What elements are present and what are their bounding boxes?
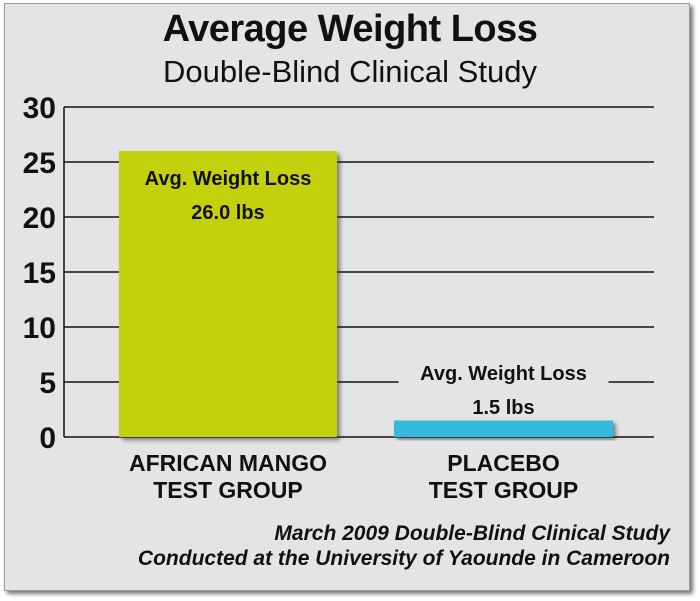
y-tick-label: 0 (39, 422, 56, 455)
data-label: 1.5 lbs (472, 397, 534, 419)
bar (394, 420, 613, 437)
data-label: 26.0 lbs (191, 202, 264, 224)
y-tick-label: 10 (23, 312, 56, 345)
data-label: Avg. Weight Loss (145, 168, 312, 190)
x-tick-label: AFRICAN MANGO (129, 450, 327, 476)
x-tick-label: PLACEBO (447, 450, 559, 476)
footnote-line-2: Conducted at the University of Yaounde i… (137, 547, 670, 570)
label-background (398, 357, 609, 417)
bar (119, 151, 337, 437)
x-tick-label: TEST GROUP (153, 477, 303, 503)
y-tick-label: 15 (23, 257, 56, 290)
y-tick-label: 5 (39, 367, 56, 400)
y-tick-label: 20 (23, 202, 56, 235)
data-label: Avg. Weight Loss (420, 363, 587, 385)
y-tick-label: 25 (23, 147, 56, 180)
chart-title: Average Weight Loss (162, 8, 538, 50)
chart-subtitle: Double-Blind Clinical Study (163, 54, 537, 89)
footnote-line-1: March 2009 Double-Blind Clinical Study (274, 522, 670, 545)
x-tick-label: TEST GROUP (429, 477, 579, 503)
chart-panel (4, 3, 690, 591)
y-tick-label: 30 (23, 92, 56, 125)
